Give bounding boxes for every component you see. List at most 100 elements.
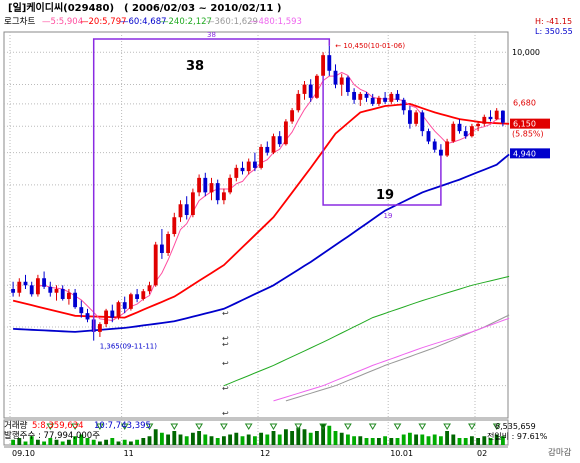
volume-bar: [438, 436, 443, 445]
volume-bar: [166, 434, 171, 445]
x-tick-label: 10.01: [390, 449, 413, 458]
return-marker: ↩: [222, 334, 229, 343]
candle-body: [339, 77, 344, 85]
wave-box-2: [322, 75, 442, 206]
volume-bar: [228, 434, 233, 445]
ma-line-240: [223, 275, 510, 387]
corner-button[interactable]: 감마감: [548, 448, 572, 458]
candle-body: [271, 136, 276, 153]
volume-bar: [314, 431, 319, 445]
chart-period: ( 2006/02/03 ~ 2010/02/11 ): [124, 3, 282, 14]
wave-box-1-label: 38: [186, 59, 204, 74]
volume-bar: [190, 432, 195, 445]
volume-bar: [370, 438, 375, 445]
volume-bar: [333, 431, 338, 445]
volume-bar: [29, 436, 34, 445]
ma-line-5: [37, 71, 503, 322]
candle-body: [283, 121, 288, 145]
candle-body: [426, 131, 431, 142]
return-marker: ↩: [222, 409, 229, 418]
candle-body: [97, 324, 102, 332]
return-marker: ↩: [222, 309, 229, 318]
volume-bar: [352, 436, 357, 445]
volume-bar: [128, 441, 133, 445]
candle-body: [376, 97, 381, 104]
volume-bar: [265, 434, 270, 445]
signal-marker: [294, 423, 303, 430]
candle-body: [190, 192, 195, 216]
signal-marker: [195, 423, 203, 430]
volume-bar: [327, 425, 332, 445]
volume-bar: [23, 441, 28, 445]
candle-body: [104, 310, 109, 325]
candle-body: [252, 161, 257, 168]
candle-body: [327, 55, 332, 71]
volume-bar: [42, 441, 47, 445]
candle-body: [122, 302, 127, 309]
volume-bar: [35, 439, 40, 445]
candle-body: [445, 141, 450, 156]
candle-body: [153, 244, 158, 286]
volume-bar: [221, 436, 226, 445]
volume-bar: [420, 434, 425, 445]
candle-body: [147, 285, 152, 292]
volume-bar: [426, 436, 431, 445]
candle-body: [203, 177, 208, 193]
candle-body: [345, 77, 350, 92]
return-marker: ↩: [222, 384, 229, 393]
x-tick-label: 02: [477, 449, 487, 458]
volume-bar: [401, 434, 406, 445]
high-value: H: -41.15: [535, 17, 573, 26]
candle-body: [302, 84, 307, 94]
ma-line-60: [13, 153, 510, 333]
volume-bar: [271, 431, 276, 445]
volume-bar: [445, 431, 450, 445]
candle-body: [60, 288, 65, 299]
candle-body: [54, 288, 59, 293]
volume-bar: [159, 432, 164, 445]
volume-bar: [66, 439, 71, 445]
log-chart-label[interactable]: 로그차트: [4, 17, 36, 27]
volume-bar: [172, 431, 177, 445]
volume-bar: [85, 438, 90, 445]
candle-body: [500, 110, 505, 123]
signal-marker: [269, 423, 278, 430]
price-tag-high-bg: [510, 97, 550, 108]
candle-body: [79, 307, 84, 314]
signal-marker: [468, 423, 476, 430]
candle-body: [166, 234, 171, 253]
candle-body: [265, 146, 270, 153]
volume-bar: [488, 438, 493, 445]
volume-bar: [209, 436, 214, 445]
candle-body: [383, 97, 388, 102]
candle-body: [469, 126, 474, 137]
signal-marker: [393, 423, 402, 430]
candle-body: [48, 286, 53, 293]
price-tag-ma60-bg: [510, 148, 550, 159]
volume-bar: [364, 438, 369, 445]
volume-bar: [358, 436, 363, 445]
candle-body: [215, 183, 220, 201]
volume-bar: [469, 436, 474, 445]
volume-bar: [97, 441, 102, 445]
volume-bar: [215, 438, 220, 445]
candle-body: [414, 112, 419, 124]
candle-body: [178, 204, 183, 218]
signal-marker: [319, 423, 327, 430]
candle-body: [29, 285, 34, 295]
candle-body: [172, 217, 177, 235]
volume-bar: [321, 424, 326, 445]
shares-issued: 발행주수 : 77,994,000주: [4, 431, 101, 441]
candle-body: [240, 167, 245, 172]
price-tag-change: (5.85%): [512, 130, 544, 139]
volume-bar: [11, 439, 16, 445]
wave-box-2-label: 19: [376, 188, 394, 203]
volume-bar: [296, 427, 301, 445]
volume-bar: [308, 432, 313, 445]
volume-bar: [383, 436, 388, 445]
volume-bar: [240, 436, 245, 445]
signal-marker: [492, 423, 501, 430]
return-marker: ↩: [222, 340, 229, 349]
